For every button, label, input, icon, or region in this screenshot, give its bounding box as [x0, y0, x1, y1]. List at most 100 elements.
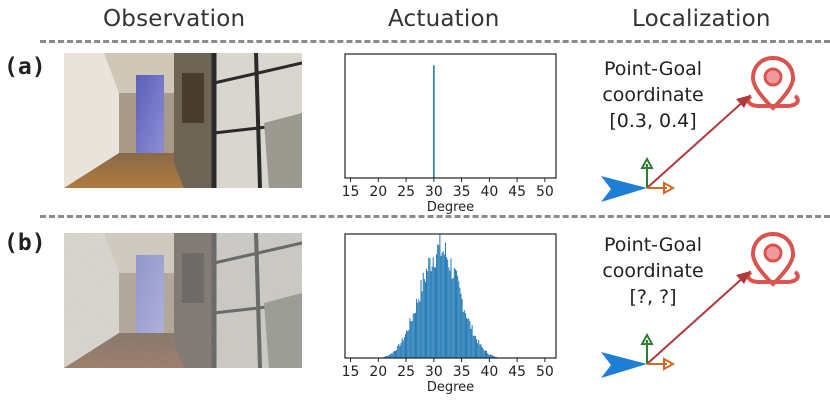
- histogram-bar: [413, 313, 415, 358]
- histogram-bar: [432, 257, 434, 358]
- histogram-bar: [489, 354, 491, 358]
- histogram-bar: [473, 335, 475, 358]
- histogram-bar: [446, 257, 448, 358]
- histogram-bar: [482, 348, 484, 358]
- histogram-bar: [434, 267, 436, 358]
- x-tick-label: 20: [369, 364, 387, 380]
- histogram-bar: [429, 258, 431, 358]
- histogram-bar: [449, 270, 451, 358]
- histogram-bar: [478, 340, 480, 358]
- point-goal-line1: Point-Goal: [604, 234, 702, 256]
- histogram-bar: [493, 356, 495, 358]
- histogram-bar: [391, 353, 393, 358]
- histogram-bar: [456, 270, 458, 358]
- row-label-a: (a): [4, 54, 46, 80]
- histogram-bar: [471, 325, 473, 358]
- histogram-bar: [384, 356, 386, 358]
- histogram-bar: [466, 318, 468, 358]
- histogram-bar: [400, 342, 402, 358]
- histogram-bar: [416, 299, 418, 358]
- histogram-bar: [440, 255, 442, 358]
- goal-vector-arrow: [646, 99, 746, 189]
- histogram-bar: [459, 287, 461, 358]
- histogram-bar: [410, 321, 412, 358]
- histogram-bar: [388, 354, 390, 358]
- localization-diagram-a: [601, 55, 800, 202]
- point-goal-line2: coordinate: [602, 84, 704, 106]
- histogram-bar: [404, 333, 406, 358]
- separator-top: [40, 40, 830, 43]
- histogram-bar: [392, 351, 394, 358]
- histogram-bar: [387, 355, 389, 358]
- histogram-bar: [464, 312, 466, 358]
- histogram-bar: [422, 272, 424, 358]
- histogram-bar: [433, 267, 435, 358]
- histogram-bar: [419, 301, 421, 358]
- histogram-bar: [402, 340, 404, 358]
- actuation-histogram-noisy: 15 20 25 30 35 40 45 50 Degree: [342, 233, 557, 395]
- histogram-bar: [431, 266, 433, 358]
- histogram-bar: [406, 330, 408, 358]
- histogram-bar: [398, 343, 400, 358]
- histogram-bar: [486, 351, 488, 358]
- x-tick-label: 40: [480, 184, 498, 200]
- histogram-bar: [448, 267, 450, 358]
- goal-vector-arrow: [646, 275, 746, 365]
- histogram-bar: [492, 355, 494, 358]
- histogram-bar: [457, 275, 459, 358]
- histogram-bar: [444, 242, 446, 358]
- histogram-bar: [452, 277, 454, 358]
- histogram-bar: [467, 318, 469, 358]
- x-tick-label: 45: [508, 184, 526, 200]
- x-tick-label: 50: [536, 364, 554, 380]
- x-tick-label: 40: [480, 364, 498, 380]
- x-tick-label: 45: [508, 364, 526, 380]
- histogram-bar: [421, 291, 423, 358]
- map-pin-icon: [746, 55, 800, 111]
- histogram-bar: [397, 345, 399, 358]
- point-goal-value: [?, ?]: [629, 286, 677, 308]
- histogram-bar: [474, 336, 476, 358]
- point-goal-text-b: Point-Goal coordinate [?, ?]: [578, 232, 728, 310]
- histogram-bar: [399, 346, 401, 358]
- point-goal-line1: Point-Goal: [604, 58, 702, 80]
- histogram-bar: [394, 350, 396, 358]
- x-tick-label: 30: [425, 184, 443, 200]
- histogram-bar: [430, 271, 432, 358]
- agent-arrow-icon: [601, 176, 647, 202]
- histogram-bar: [442, 251, 444, 358]
- histogram-bar: [461, 299, 463, 358]
- histogram-bar: [480, 344, 482, 358]
- observation-image-noisy: [64, 233, 302, 368]
- histogram-bar: [447, 259, 449, 358]
- histogram-bar: [408, 329, 410, 358]
- histogram-bar: [491, 355, 493, 358]
- histogram-bar: [390, 353, 392, 358]
- observation-image-clean: [64, 53, 302, 188]
- histogram-bar: [423, 279, 425, 358]
- separator-middle: [40, 215, 830, 218]
- histogram-bar: [477, 343, 479, 358]
- histogram-bar: [389, 354, 391, 358]
- histogram-bar: [438, 244, 440, 358]
- x-tick-label: 35: [453, 184, 471, 200]
- histogram-bar: [468, 318, 470, 358]
- histogram-bar: [439, 234, 441, 358]
- histogram-bar: [472, 336, 474, 358]
- histogram-bar: [462, 311, 464, 358]
- histogram-bar: [441, 252, 443, 358]
- histogram-bar: [428, 257, 430, 358]
- plot-frame: [344, 233, 557, 359]
- histogram-bar: [412, 313, 414, 358]
- histogram-bar: [414, 312, 416, 358]
- histogram-bar: [460, 293, 462, 358]
- histogram-bar: [487, 353, 489, 358]
- histogram-bar: [418, 299, 420, 358]
- histogram-bar: [484, 350, 486, 358]
- histogram-bar: [393, 350, 395, 358]
- histogram-bar: [411, 320, 413, 358]
- histogram-bar: [470, 328, 472, 358]
- plot-frame: [344, 53, 557, 179]
- x-tick-label: 25: [397, 364, 415, 380]
- actuation-histogram-clean: 15 20 25 30 35 40 45 50 Degree: [342, 53, 557, 215]
